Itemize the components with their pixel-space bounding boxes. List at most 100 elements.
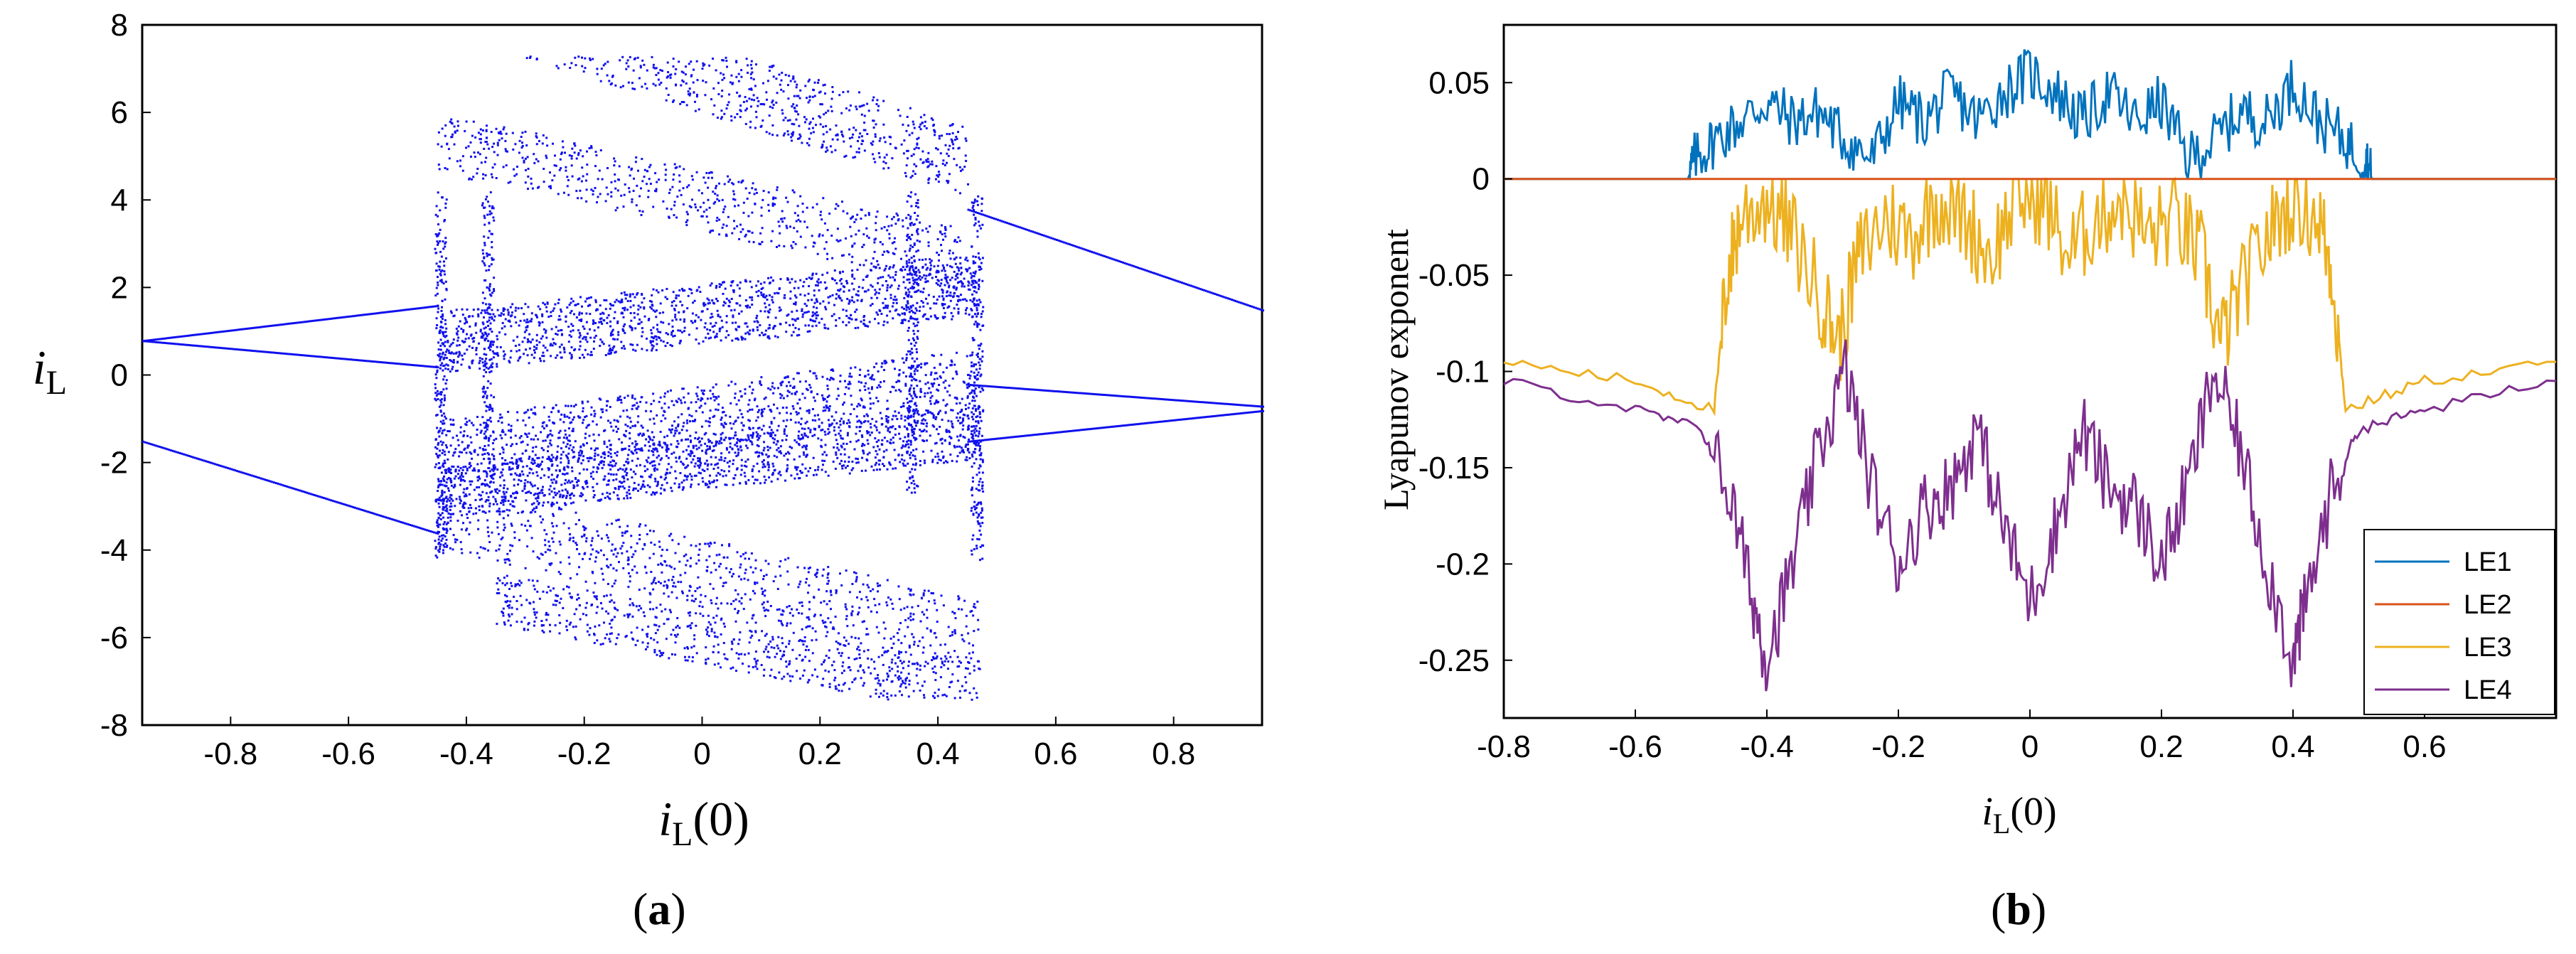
- scatter-point: [380, 311, 383, 314]
- scatter-point: [513, 478, 515, 481]
- scatter-point: [1109, 394, 1111, 397]
- scatter-point: [579, 345, 582, 348]
- scatter-point: [754, 397, 757, 400]
- scatter-point: [1037, 232, 1040, 235]
- scatter-point: [748, 333, 751, 336]
- scatter-point: [502, 309, 505, 311]
- scatter-point: [908, 250, 911, 252]
- scatter-point: [533, 493, 535, 496]
- scatter-point: [941, 419, 944, 421]
- scatter-point: [256, 350, 259, 353]
- scatter-point: [250, 474, 253, 477]
- scatter-point: [587, 424, 590, 427]
- scatter-point: [498, 314, 501, 317]
- scatter-point: [1076, 392, 1079, 395]
- scatter-point: [446, 348, 449, 351]
- scatter-point: [668, 406, 670, 409]
- scatter-point: [914, 463, 917, 466]
- scatter-point: [203, 459, 205, 462]
- scatter-point: [826, 272, 829, 274]
- scatter-point: [964, 137, 967, 140]
- scatter-point: [511, 461, 513, 464]
- scatter-point: [300, 354, 303, 357]
- scatter-point: [526, 325, 529, 328]
- scatter-point: [258, 350, 261, 353]
- scatter-point: [779, 232, 781, 235]
- scatter-point: [731, 281, 734, 284]
- scatter-point: [957, 295, 960, 298]
- scatter-point: [759, 125, 762, 128]
- scatter-point: [692, 81, 695, 84]
- scatter-point: [756, 314, 759, 317]
- scatter-point: [629, 343, 632, 345]
- scatter-point: [594, 334, 597, 337]
- scatter-point: [894, 459, 897, 461]
- scatter-point: [480, 429, 483, 432]
- scatter-point: [771, 100, 774, 102]
- scatter-point: [592, 193, 594, 195]
- scatter-point: [924, 395, 926, 398]
- scatter-point: [848, 289, 850, 292]
- scatter-point: [1032, 230, 1035, 233]
- scatter-point: [655, 349, 658, 351]
- scatter-point: [651, 431, 653, 434]
- scatter-point: [651, 332, 653, 335]
- scatter-point: [912, 317, 914, 320]
- scatter-point: [424, 306, 427, 309]
- scatter-point: [865, 413, 868, 416]
- scatter-point: [848, 302, 850, 305]
- scatter-point: [833, 419, 835, 422]
- scatter-point: [665, 99, 668, 102]
- scatter-point: [592, 348, 595, 350]
- scatter-point: [691, 198, 693, 201]
- scatter-point: [901, 320, 904, 323]
- scatter-point: [933, 377, 936, 380]
- scatter-point: [147, 339, 150, 342]
- scatter-point: [891, 242, 894, 245]
- scatter-point: [484, 174, 487, 177]
- scatter-point: [691, 178, 694, 181]
- scatter-point: [864, 214, 867, 217]
- scatter-point: [1155, 421, 1158, 424]
- scatter-point: [142, 340, 144, 343]
- scatter-point: [785, 425, 788, 428]
- scatter-point: [1186, 283, 1189, 286]
- scatter-point: [228, 348, 231, 350]
- scatter-point: [1015, 435, 1017, 438]
- scatter-point: [682, 80, 685, 83]
- scatter-point: [865, 276, 867, 278]
- scatter-point: [550, 187, 552, 190]
- scatter-point: [783, 430, 786, 433]
- scatter-point: [817, 79, 820, 82]
- scatter-point: [873, 238, 876, 241]
- scatter-point: [752, 476, 754, 478]
- scatter-point: [717, 442, 720, 445]
- scatter-point: [810, 278, 813, 280]
- scatter-point: [538, 139, 540, 142]
- scatter-point: [607, 314, 610, 316]
- scatter-point: [785, 196, 788, 199]
- scatter-point: [609, 406, 611, 408]
- scatter-point: [190, 344, 193, 347]
- scatter-point: [670, 486, 673, 489]
- scatter-point: [850, 218, 853, 220]
- scatter-point: [1055, 431, 1058, 434]
- scatter-point: [745, 58, 748, 60]
- scatter-point: [698, 316, 700, 318]
- scatter-point: [832, 370, 835, 372]
- scatter-point: [1105, 426, 1108, 429]
- scatter-point: [559, 318, 562, 321]
- scatter-point: [867, 373, 870, 376]
- scatter-point: [939, 231, 942, 234]
- scatter-point: [403, 522, 406, 525]
- scatter-point: [387, 517, 390, 520]
- scatter-point: [732, 316, 734, 318]
- scatter-point: [521, 156, 524, 159]
- scatter-point: [655, 188, 658, 191]
- scatter-point: [485, 424, 488, 427]
- scatter-point: [639, 66, 642, 69]
- scatter-point: [854, 366, 857, 369]
- scatter-point: [528, 417, 530, 419]
- scatter-point: [813, 400, 816, 402]
- scatter-point: [508, 360, 511, 363]
